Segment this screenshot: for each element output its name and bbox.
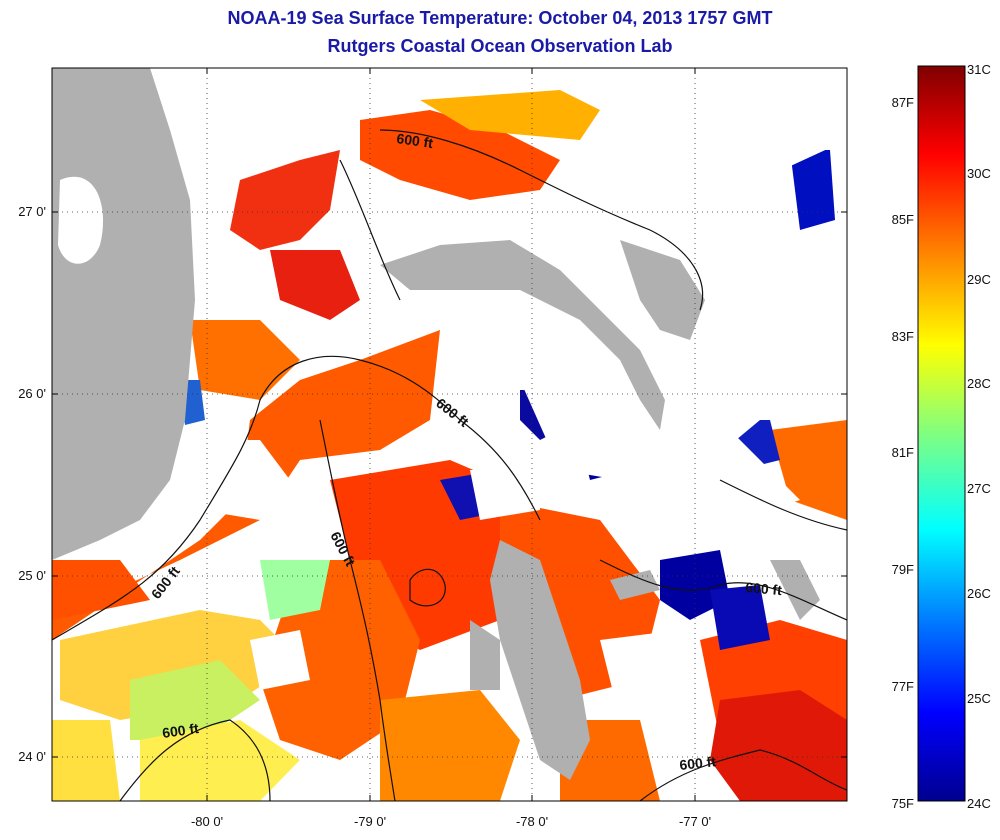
colorbar-gradient — [917, 65, 966, 802]
land-masses — [52, 68, 820, 780]
lat-label-27: 27 0' — [18, 204, 46, 219]
lon-label-80: -80 0' — [191, 814, 223, 829]
map-title: NOAA-19 Sea Surface Temperature: October… — [227, 8, 773, 28]
cb-fahrenheit-77: 77F — [892, 679, 914, 694]
contour-label: 600 ft — [161, 720, 200, 741]
map-subtitle: Rutgers Coastal Ocean Observation Lab — [327, 36, 673, 56]
lon-label-78: -78 0' — [516, 814, 548, 829]
sst-warm-regions — [52, 110, 847, 801]
cb-fahrenheit-87: 87F — [892, 95, 914, 110]
contour-label: 600 ft — [396, 130, 435, 151]
cb-celsius-24: 24C — [967, 796, 991, 811]
lon-label-79: -79 0' — [354, 814, 386, 829]
map-ticks — [52, 68, 847, 801]
lat-label-24: 24 0' — [18, 749, 46, 764]
sst-cool-regions — [52, 90, 600, 801]
cb-fahrenheit-81: 81F — [892, 445, 914, 460]
cb-celsius-25: 25C — [967, 691, 991, 706]
cb-celsius-29: 29C — [967, 272, 991, 287]
lon-label-77: -77 0' — [679, 814, 711, 829]
cb-celsius-26: 26C — [967, 586, 991, 601]
lat-label-25: 25 0' — [18, 568, 46, 583]
temperature-colorbar: 31C 30C 29C 28C 27C 26C 25C 24C 87F 85F … — [892, 62, 991, 811]
cb-celsius-27: 27C — [967, 481, 991, 496]
cb-fahrenheit-79: 79F — [892, 562, 914, 577]
contour-label: 600 ft — [745, 579, 783, 598]
cb-fahrenheit-75: 75F — [892, 796, 914, 811]
cb-celsius-28: 28C — [967, 376, 991, 391]
bathymetry-contours — [52, 129, 847, 801]
lat-label-26: 26 0' — [18, 386, 46, 401]
contour-label: 600 ft — [679, 753, 717, 773]
map-plot-area — [52, 68, 847, 801]
map-frame — [51, 67, 848, 802]
cb-celsius-30: 30C — [967, 166, 991, 181]
cb-celsius-31: 31C — [967, 62, 991, 77]
cb-fahrenheit-83: 83F — [892, 329, 914, 344]
cb-fahrenheit-85: 85F — [892, 212, 914, 227]
graticule — [52, 68, 847, 801]
